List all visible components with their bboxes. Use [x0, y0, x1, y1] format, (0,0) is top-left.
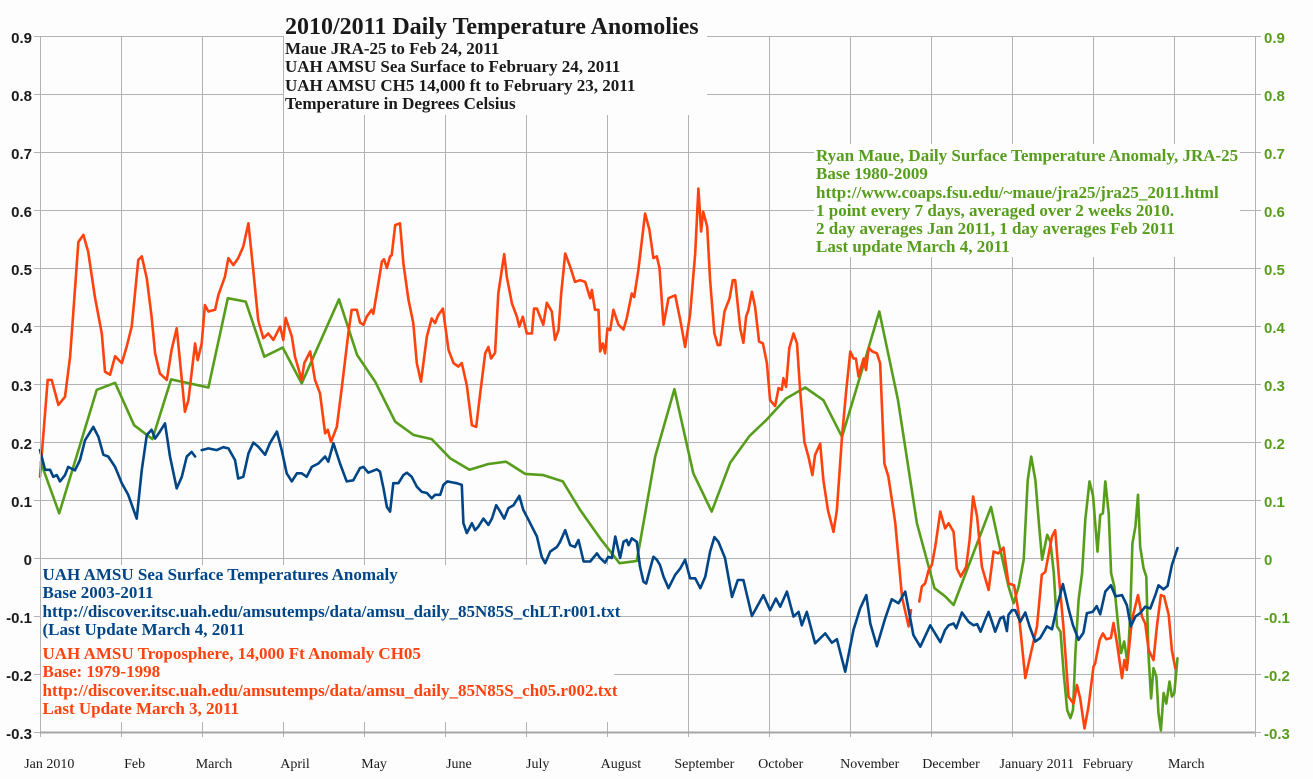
- series-line-sst: [38, 422, 1179, 673]
- right-y-tick-label: 0.3: [1264, 378, 1285, 395]
- annotation-line: (Last Update March 4, 2011: [42, 619, 245, 639]
- annotation-line: Last update March 4, 2011: [816, 237, 1010, 257]
- subtitle-line: UAH AMSU Sea Surface to February 24, 201…: [285, 57, 621, 77]
- annotation-line: UAH AMSU Troposphere, 14,000 Ft Anomaly …: [42, 644, 421, 663]
- x-tick-label: September: [674, 757, 734, 772]
- right-y-tick-label: 0.8: [1264, 88, 1285, 105]
- annotation-line: Base 1980-2009: [816, 164, 928, 184]
- x-tick-label: August: [601, 757, 642, 772]
- right-y-tick-label: -0.3: [1264, 726, 1290, 743]
- left-y-tick-label: 0.9: [11, 30, 32, 47]
- subtitle-line: Maue JRA-25 to Feb 24, 2011: [285, 39, 500, 58]
- x-tick-label: October: [758, 757, 803, 772]
- left-y-tick-label: 0.7: [11, 146, 32, 163]
- x-tick-label: April: [280, 757, 310, 772]
- left-y-tick-label: -0.1: [6, 610, 32, 627]
- right-y-axis-labels: 0.9 0.8 0.7 0.6 0.5 0.4 0.3 0.2 0.1 0 -0.1 -0.2 -0.3: [1264, 30, 1290, 743]
- right-y-tick-label: 0.5: [1264, 262, 1285, 279]
- x-tick-label: February: [1083, 757, 1134, 772]
- left-y-tick-label: 0: [24, 552, 32, 569]
- left-y-tick-label: 0.5: [11, 262, 32, 279]
- subtitle-line: Temperature in Degrees Celsius: [285, 93, 516, 113]
- left-y-tick-label: 0.1: [11, 494, 32, 511]
- right-y-tick-label: 0.2: [1264, 436, 1285, 453]
- annotation-url: http://www.coaps.fsu.edu/~maue/jra25/jra…: [816, 182, 1219, 202]
- annotation-line: Base 2003-2011: [42, 583, 154, 603]
- chart-title: 2010/2011 Daily Temperature Anomolies: [285, 14, 699, 40]
- left-y-axis-labels: 0.9 0.8 0.7 0.6 0.5 0.4 0.3 0.2 0.1 0 -0.1 -0.2 -0.3: [6, 30, 33, 743]
- right-y-tick-label: 0.4: [1264, 320, 1286, 337]
- left-y-tick-label: -0.3: [6, 726, 32, 743]
- x-tick-label: May: [361, 757, 387, 772]
- left-y-tick-label: 0.6: [11, 204, 32, 221]
- x-tick-label: March: [196, 757, 233, 772]
- x-tick-label: January 2011: [1000, 757, 1075, 772]
- right-y-tick-label: 0.6: [1264, 204, 1285, 221]
- annotation-line: Base: 1979-1998: [42, 662, 161, 682]
- subtitle-line: UAH AMSU CH5 14,000 ft to February 23, 2…: [285, 75, 636, 95]
- annotation-line: Ryan Maue, Daily Surface Temperature Ano…: [816, 146, 1239, 165]
- right-y-tick-label: 0.1: [1264, 494, 1285, 511]
- sst-annotation: UAH AMSU Sea Surface Temperatures Anomal…: [40, 565, 621, 644]
- series-line-ch05: [38, 187, 1177, 730]
- right-y-tick-label: -0.2: [1264, 668, 1290, 685]
- annotation-line: 1 point every 7 days, averaged over 2 we…: [816, 200, 1175, 220]
- left-y-tick-label: 0.4: [11, 320, 33, 337]
- x-tick-label: July: [526, 757, 549, 772]
- right-y-tick-label: 0.9: [1264, 30, 1285, 47]
- x-tick-label: June: [446, 757, 472, 772]
- right-y-tick-label: -0.1: [1264, 610, 1290, 627]
- right-y-tick-label: 0: [1264, 552, 1272, 569]
- series-lines: [38, 187, 1179, 732]
- left-y-tick-label: -0.2: [6, 668, 32, 685]
- left-y-tick-label: 0.2: [11, 436, 32, 453]
- x-tick-label: March: [1168, 757, 1205, 772]
- left-y-tick-label: 0.3: [11, 378, 32, 395]
- annotation-line: UAH AMSU Sea Surface Temperatures Anomal…: [42, 565, 398, 584]
- right-y-tick-label: 0.7: [1264, 146, 1285, 163]
- annotation-line: 2 day averages Jan 2011, 1 day averages …: [816, 219, 1175, 239]
- x-tick-label: Jan 2010: [24, 757, 74, 772]
- x-tick-label: December: [922, 757, 980, 772]
- annotation-url: http://discover.itsc.uah.edu/amsutemps/d…: [42, 601, 621, 621]
- annotation-line: Last Update March 3, 2011: [42, 698, 240, 718]
- title-box: 2010/2011 Daily Temperature Anomolies Ma…: [283, 13, 707, 115]
- x-tick-label: Feb: [124, 757, 145, 772]
- annotation-url: http://discover.itsc.uah.edu/amsutemps/d…: [42, 680, 618, 700]
- left-y-tick-label: 0.8: [11, 88, 32, 105]
- x-tick-label: November: [840, 757, 899, 772]
- ch05-annotation: UAH AMSU Troposphere, 14,000 Ft Anomaly …: [40, 644, 618, 722]
- x-axis-labels: Jan 2010 Feb March April May June July August Se…: [24, 757, 1204, 772]
- jra25-annotation: Ryan Maue, Daily Surface Temperature Ano…: [814, 144, 1240, 257]
